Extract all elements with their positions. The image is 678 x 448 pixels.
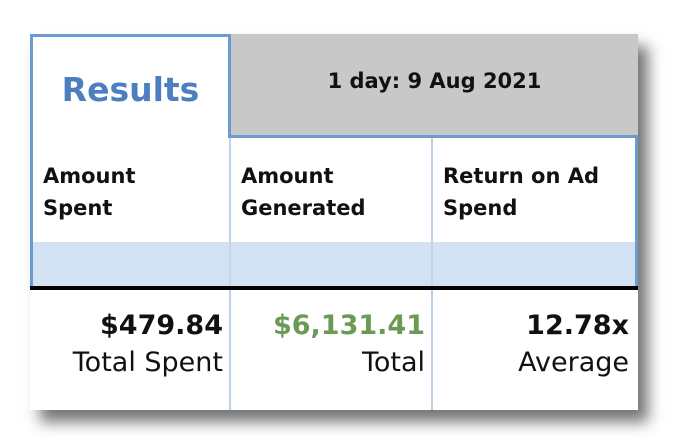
tab-results-label: Results (61, 70, 200, 109)
band-cell (433, 242, 635, 286)
roas-value: 12.78x (526, 310, 629, 341)
header-line: Amount (43, 164, 136, 188)
roas-label: Average (518, 347, 629, 378)
date-range-bar[interactable]: 1 day: 9 Aug 2021 (231, 34, 638, 138)
header-roas: Return on Ad Spend (433, 138, 635, 242)
right-border (635, 138, 638, 286)
header-line: Amount (241, 164, 334, 188)
results-card: Results 1 day: 9 Aug 2021 Amount Spent A… (30, 34, 638, 410)
total-spent-value: $479.84 (100, 310, 223, 341)
header-line: Spent (43, 196, 113, 220)
header-amount-generated: Amount Generated (231, 138, 433, 242)
date-range-label: 1 day: 9 Aug 2021 (327, 68, 542, 93)
total-generated-label: Total (361, 347, 425, 378)
divider-line (30, 286, 638, 290)
roas-cell: 12.78x Average (433, 290, 635, 410)
total-generated-cell: $6,131.41 Total (231, 290, 433, 410)
band-cell (231, 242, 433, 286)
band-cell (33, 242, 231, 286)
left-border (30, 138, 33, 286)
tab-results[interactable]: Results (30, 34, 231, 138)
total-generated-value: $6,131.41 (272, 310, 425, 341)
header-line: Spend (443, 196, 518, 220)
total-spent-label: Total Spent (72, 347, 223, 378)
blue-band-row (33, 242, 635, 286)
header-amount-spent: Amount Spent (33, 138, 231, 242)
header-line: Return on Ad (443, 164, 599, 188)
totals-row: $479.84 Total Spent $6,131.41 Total 12.7… (30, 290, 638, 410)
header-row: Amount Spent Amount Generated Return on … (33, 138, 635, 242)
total-spent-cell: $479.84 Total Spent (30, 290, 231, 410)
header-line: Generated (241, 196, 366, 220)
